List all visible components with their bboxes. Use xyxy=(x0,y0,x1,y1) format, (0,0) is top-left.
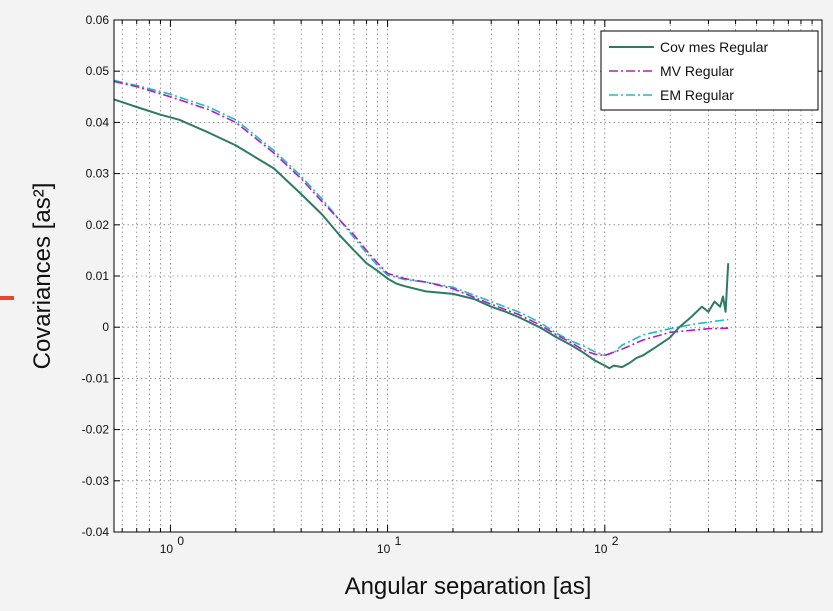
x-tick-exponent: 1 xyxy=(395,534,402,548)
y-tick-label: 0.03 xyxy=(86,167,110,181)
series-line-2 xyxy=(114,80,729,357)
tick-label-layer: 0.06 0.05 0.04 0.03 0.02 0.01 0 -0.01 -0.02 -0.03… xyxy=(82,13,619,556)
legend: Cov mes Regular MV Regular EM Regular xyxy=(600,30,819,111)
y-tick-label: 0.06 xyxy=(86,13,110,27)
legend-label-2: MV Regular xyxy=(660,63,734,79)
y-axis-label: Covariances [as²] xyxy=(29,183,56,370)
x-axis-label: Angular separation [as] xyxy=(345,573,592,600)
y-tick-label: -0.01 xyxy=(82,371,110,385)
series-layer xyxy=(114,79,730,370)
x-tick-label: 10 xyxy=(594,542,608,556)
legend-label-1: Cov mes Regular xyxy=(660,39,768,55)
y-tick-label: 0.05 xyxy=(86,64,110,78)
legend-box xyxy=(600,30,819,111)
x-tick-exponent: 2 xyxy=(612,534,619,548)
tick-layer xyxy=(114,19,823,533)
y-tick-label: -0.04 xyxy=(82,525,110,539)
side-marker xyxy=(0,296,14,300)
y-tick-label: 0.04 xyxy=(86,115,110,129)
x-tick-label: 10 xyxy=(160,542,174,556)
y-tick-label: -0.03 xyxy=(82,474,110,488)
y-tick-label: 0.01 xyxy=(86,269,110,283)
y-tick-label: 0 xyxy=(102,320,109,334)
series-line-3 xyxy=(114,79,729,357)
series-line-1 xyxy=(114,98,730,370)
x-tick-exponent: 0 xyxy=(177,534,184,548)
y-tick-label: 0.02 xyxy=(86,218,110,232)
x-tick-label: 10 xyxy=(377,542,391,556)
legend-label-3: EM Regular xyxy=(660,87,734,103)
y-tick-label: -0.02 xyxy=(82,423,110,437)
